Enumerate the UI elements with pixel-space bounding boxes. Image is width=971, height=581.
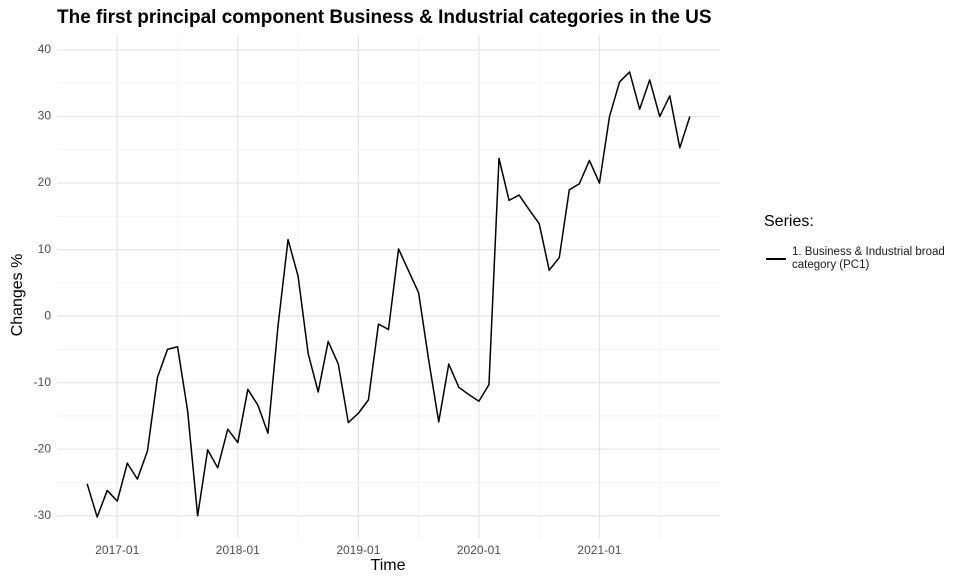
x-tick-label: 2021-01 — [577, 543, 621, 557]
legend-item: 1. Business & Industrial broad category … — [764, 245, 964, 272]
y-tick-label: -30 — [34, 508, 52, 522]
y-axis-title: Changes % — [9, 254, 26, 337]
chart-title: The first principal component Business &… — [57, 7, 712, 28]
legend-key — [766, 258, 786, 260]
legend: Series: 1. Business & Industrial broad c… — [764, 213, 964, 272]
y-tick-label: -20 — [34, 441, 52, 455]
y-tick-label: 0 — [44, 308, 51, 322]
x-tick-label: 2020-01 — [457, 543, 501, 557]
legend-title: Series: — [764, 213, 814, 230]
y-tick-label: 40 — [38, 42, 52, 56]
x-tick-label: 2017-01 — [95, 543, 139, 557]
major-grid — [57, 35, 720, 539]
minor-grid — [57, 35, 720, 539]
y-tick-label: -10 — [34, 375, 52, 389]
y-tick-label: 20 — [38, 175, 52, 189]
x-tick-label: 2019-01 — [336, 543, 380, 557]
x-axis-title: Time — [371, 557, 406, 574]
series-line — [86, 71, 691, 518]
y-tick-label: 30 — [38, 109, 52, 123]
legend-label: 1. Business & Industrial broad category … — [792, 246, 945, 271]
y-tick-label: 10 — [38, 242, 52, 256]
x-tick-label: 2018-01 — [216, 543, 260, 557]
